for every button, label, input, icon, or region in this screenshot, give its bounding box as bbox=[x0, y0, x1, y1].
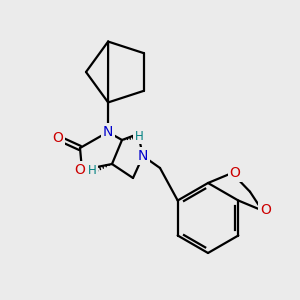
Text: N: N bbox=[138, 149, 148, 163]
Text: O: O bbox=[75, 163, 86, 177]
Text: O: O bbox=[230, 166, 240, 180]
Text: H: H bbox=[88, 164, 96, 178]
Text: O: O bbox=[52, 131, 63, 145]
Text: N: N bbox=[103, 125, 113, 139]
Text: O: O bbox=[260, 203, 271, 218]
Text: H: H bbox=[135, 130, 143, 142]
